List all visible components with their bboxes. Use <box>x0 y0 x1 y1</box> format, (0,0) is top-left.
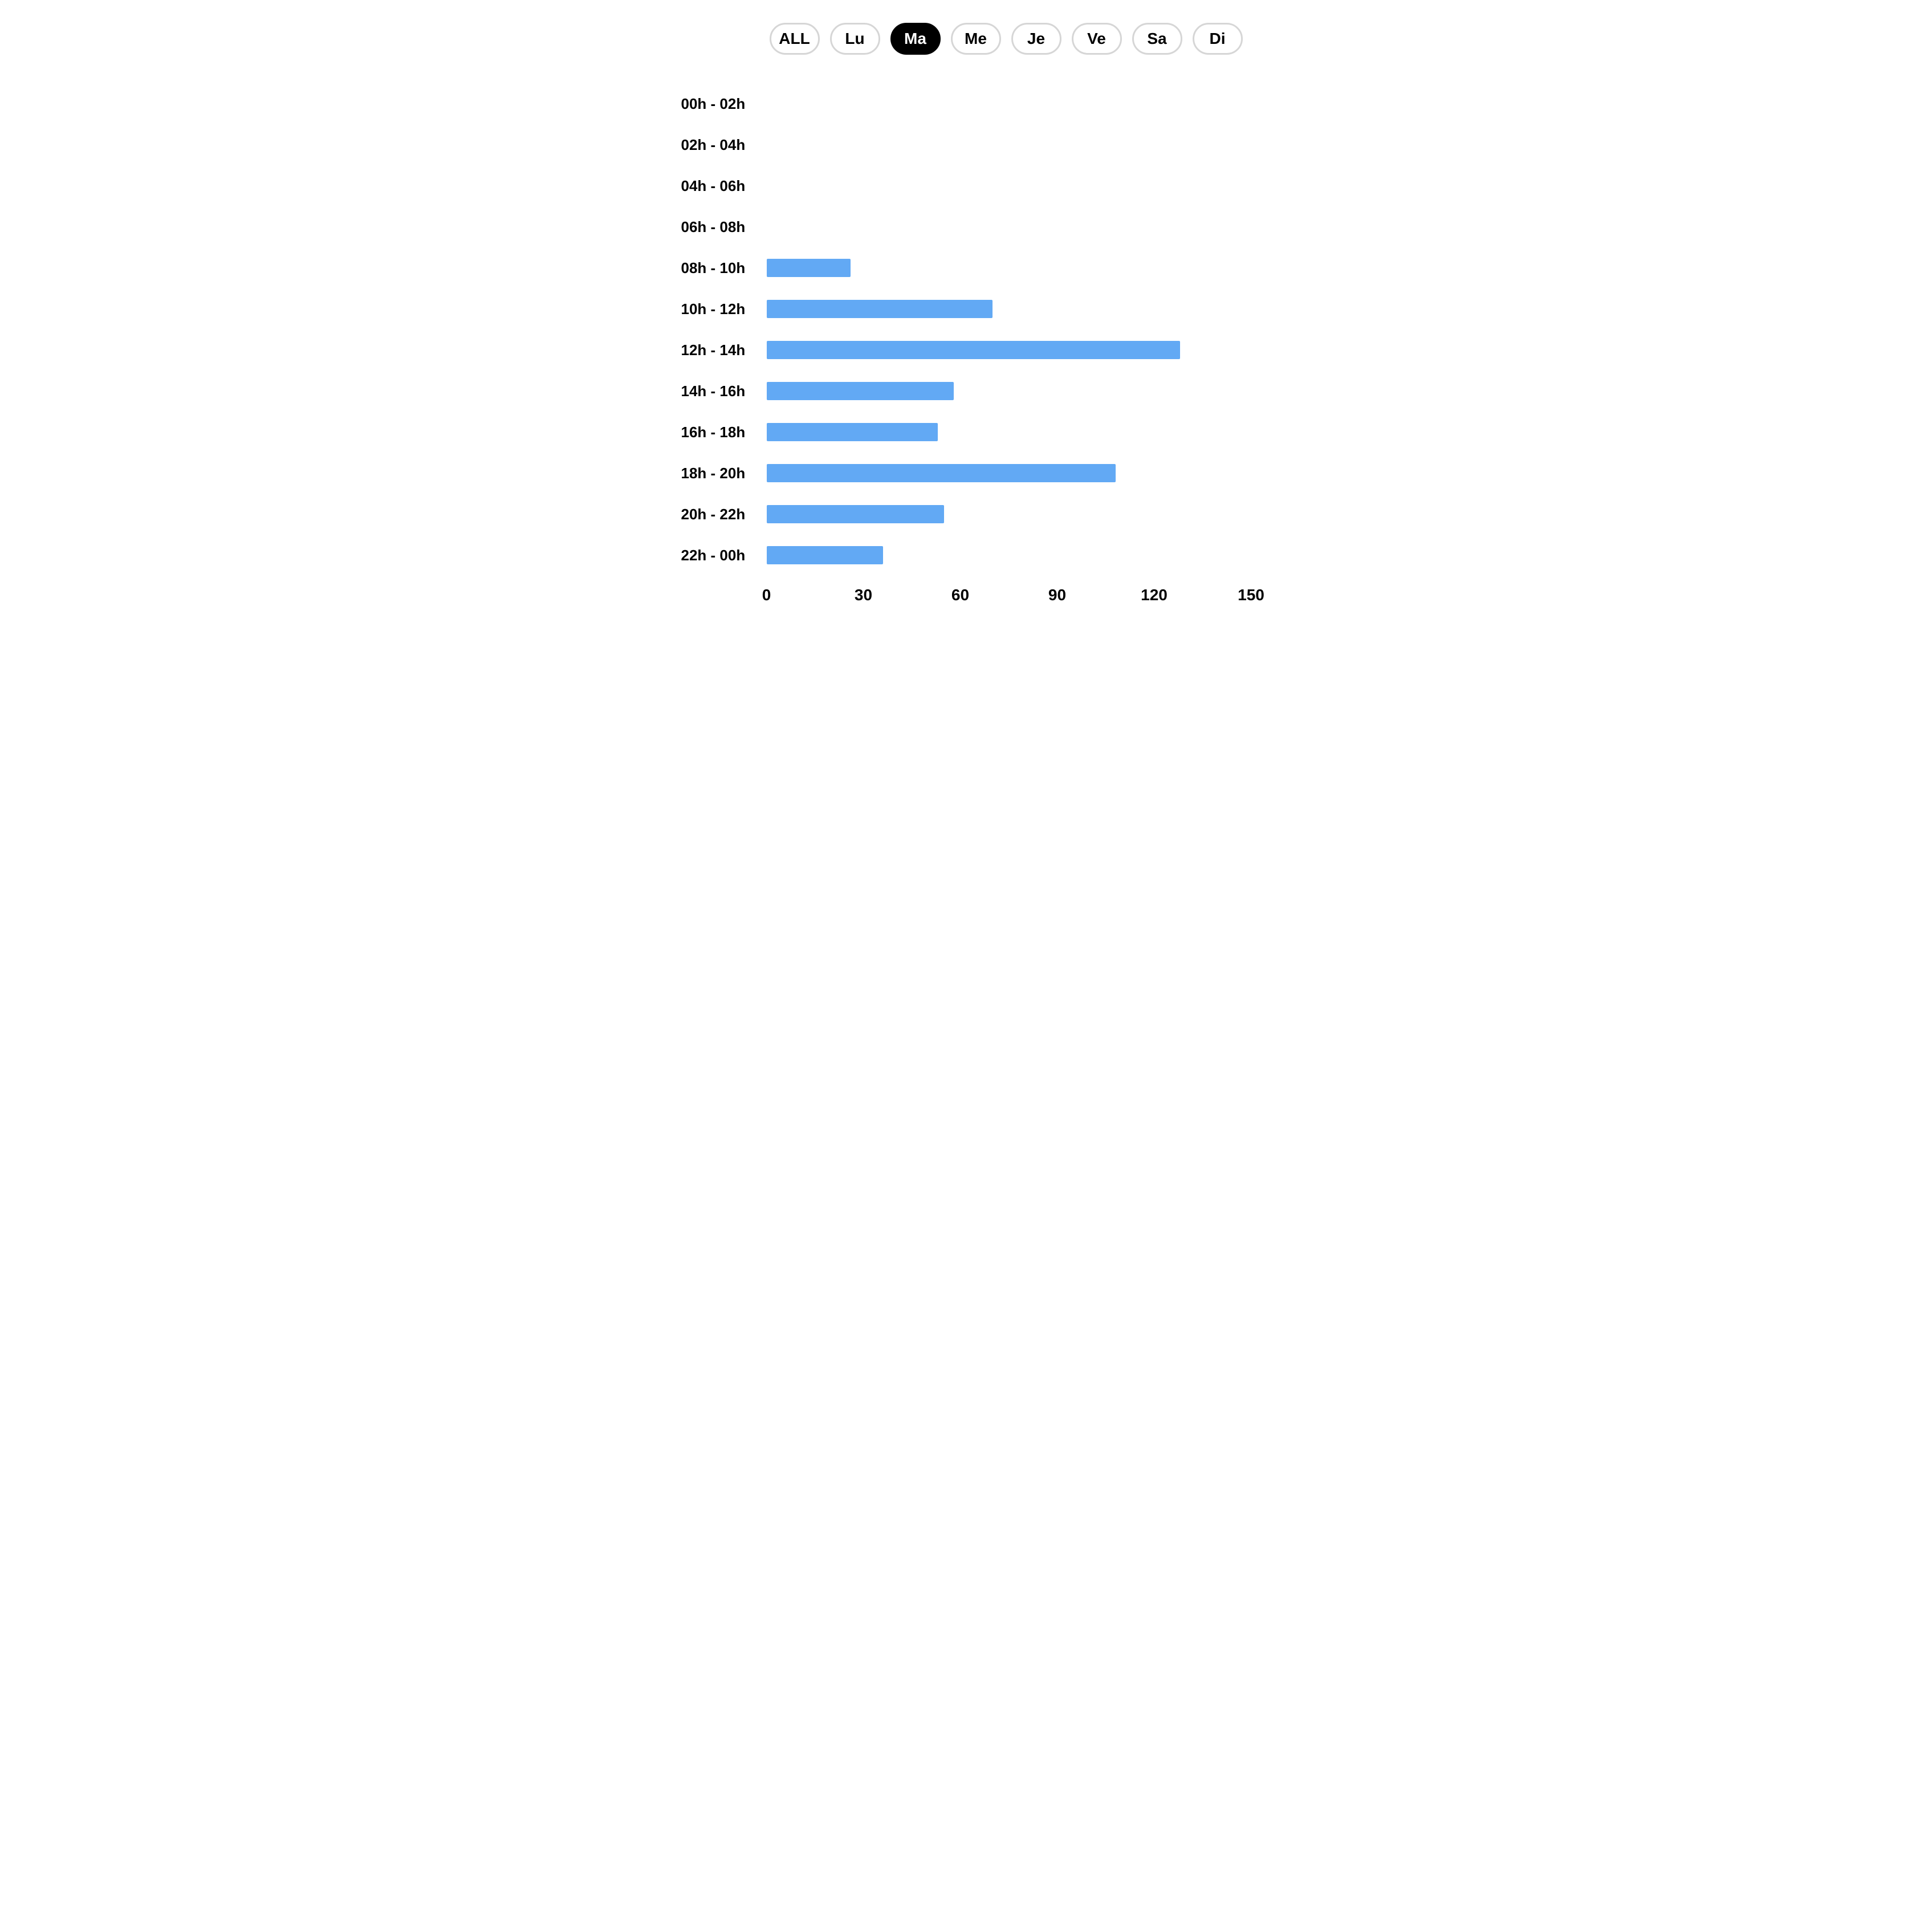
tab-label: Ma <box>904 30 926 48</box>
chart-row: 16h - 18h <box>681 412 1251 453</box>
x-tick: 120 <box>1141 586 1168 604</box>
chart-row: 12h - 14h <box>681 329 1251 371</box>
row-label: 16h - 18h <box>681 424 767 441</box>
tab-sa[interactable]: Sa <box>1132 23 1182 55</box>
tab-di[interactable]: Di <box>1193 23 1243 55</box>
bar <box>767 259 851 277</box>
bar-track <box>767 95 1251 113</box>
tab-label: Me <box>965 30 987 48</box>
chart-row: 04h - 06h <box>681 165 1251 206</box>
x-tick: 150 <box>1238 586 1264 604</box>
row-label: 14h - 16h <box>681 382 767 400</box>
bar-track <box>767 136 1251 154</box>
bar-track <box>767 382 1251 400</box>
bar-track <box>767 423 1251 441</box>
row-label: 06h - 08h <box>681 218 767 236</box>
x-tick: 90 <box>1048 586 1066 604</box>
chart-row: 08h - 10h <box>681 247 1251 288</box>
row-label: 08h - 10h <box>681 259 767 277</box>
tab-all[interactable]: ALL <box>770 23 820 55</box>
bar <box>767 382 954 400</box>
bar <box>767 423 938 441</box>
bar <box>767 300 993 318</box>
chart-row: 18h - 20h <box>681 453 1251 494</box>
row-label: 12h - 14h <box>681 341 767 359</box>
bar-track <box>767 259 1251 277</box>
tab-label: Ve <box>1087 30 1106 48</box>
x-tick: 0 <box>762 586 771 604</box>
tab-lu[interactable]: Lu <box>830 23 880 55</box>
row-label: 22h - 00h <box>681 547 767 564</box>
tab-me[interactable]: Me <box>951 23 1001 55</box>
bar <box>767 546 883 564</box>
chart-row: 14h - 16h <box>681 371 1251 412</box>
tab-label: Sa <box>1147 30 1166 48</box>
tab-label: ALL <box>779 30 810 48</box>
x-tick: 30 <box>855 586 872 604</box>
tab-je[interactable]: Je <box>1011 23 1061 55</box>
x-axis: 0 30 60 90 120 150 <box>681 586 1251 609</box>
bar-track <box>767 177 1251 195</box>
tab-ma[interactable]: Ma <box>890 23 941 55</box>
bar-track <box>767 464 1251 482</box>
row-label: 02h - 04h <box>681 136 767 154</box>
row-label: 18h - 20h <box>681 465 767 482</box>
chart-row: 10h - 12h <box>681 288 1251 329</box>
bar <box>767 341 1180 359</box>
chart-row: 22h - 00h <box>681 535 1251 576</box>
bar-track <box>767 218 1251 236</box>
chart-row: 06h - 08h <box>681 206 1251 247</box>
bar-track <box>767 341 1251 359</box>
chart-row: 02h - 04h <box>681 124 1251 165</box>
row-label: 20h - 22h <box>681 506 767 523</box>
chart-row: 00h - 02h <box>681 83 1251 124</box>
row-label: 04h - 06h <box>681 177 767 195</box>
x-axis-inner: 0 30 60 90 120 150 <box>767 586 1251 609</box>
chart-row: 20h - 22h <box>681 494 1251 535</box>
chart-container: ALL Lu Ma Me Je Ve Sa Di 00h - 02h 02h -… <box>681 23 1251 609</box>
tab-ve[interactable]: Ve <box>1072 23 1122 55</box>
day-tabs: ALL Lu Ma Me Je Ve Sa Di <box>681 23 1251 55</box>
x-tick: 60 <box>951 586 969 604</box>
row-label: 00h - 02h <box>681 95 767 113</box>
row-label: 10h - 12h <box>681 300 767 318</box>
tab-label: Je <box>1027 30 1045 48</box>
bar-track <box>767 300 1251 318</box>
bar <box>767 464 1116 482</box>
hourly-bar-chart: 00h - 02h 02h - 04h 04h - 06h 06h - 08h … <box>681 83 1251 609</box>
tab-label: Lu <box>845 30 864 48</box>
bar-track <box>767 505 1251 523</box>
bar <box>767 505 945 523</box>
tab-label: Di <box>1210 30 1226 48</box>
bar-track <box>767 546 1251 564</box>
